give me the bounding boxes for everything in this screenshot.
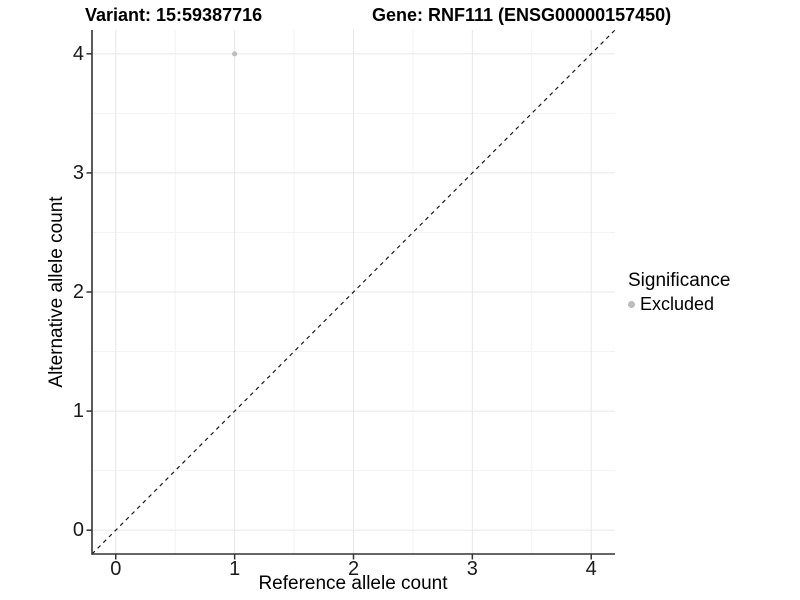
x-tick-label: 1 — [229, 558, 241, 580]
identity-dashed-line — [91, 29, 616, 555]
x-tick-label: 2 — [347, 558, 360, 580]
legend-item: Excluded — [628, 294, 730, 314]
y-tick-label: 0 — [72, 519, 84, 542]
legend: Significance Excluded — [628, 270, 730, 314]
x-tick-label: 0 — [110, 558, 122, 580]
x-tick-label: 3 — [466, 558, 478, 580]
y-tick-label: 1 — [72, 400, 84, 423]
x-axis-title: Reference allele count — [258, 573, 448, 594]
legend-item-label: Excluded — [640, 294, 715, 314]
legend-title: Significance — [628, 270, 731, 291]
y-axis-title: Alternative allele count — [46, 196, 67, 388]
x-tick-label: 4 — [585, 558, 597, 580]
variant-title: Variant: 15:59387716 — [85, 5, 263, 25]
y-tick-label: 2 — [72, 281, 84, 303]
y-tick-label: 3 — [72, 161, 84, 184]
data-point — [232, 51, 238, 57]
gene-title: Gene: RNF111 (ENSG00000157450) — [372, 5, 672, 25]
legend-key-dot-icon — [628, 300, 635, 308]
legend-items: Excluded — [628, 294, 730, 314]
y-tick-label: 4 — [72, 42, 84, 65]
